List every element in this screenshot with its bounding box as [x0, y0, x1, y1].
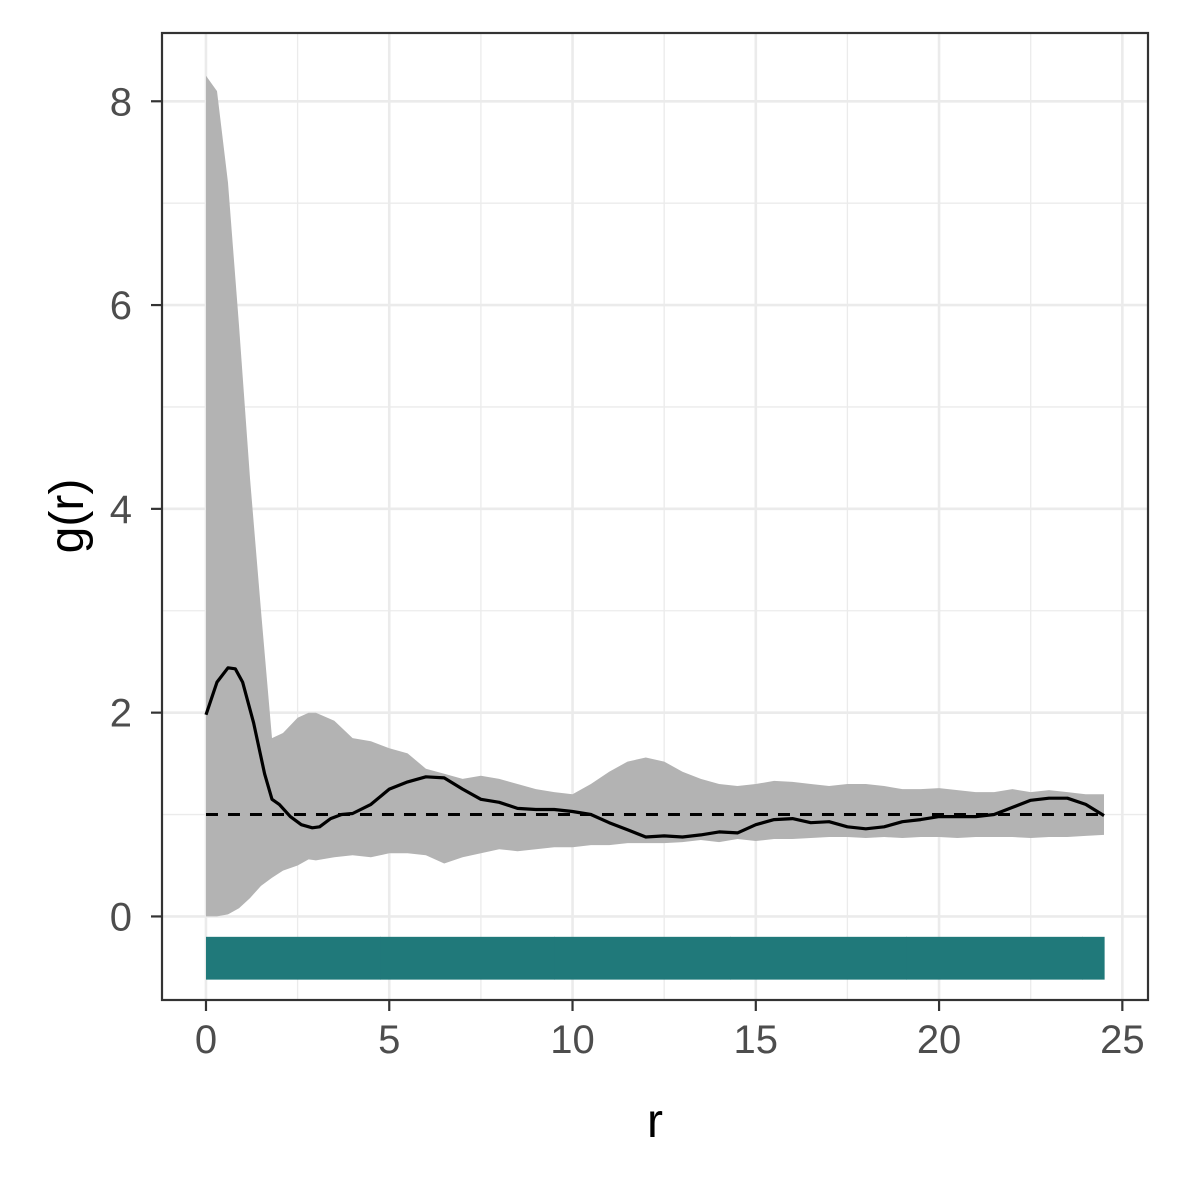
- x-tick-label: 20: [917, 1018, 962, 1062]
- band-segment: [730, 936, 907, 980]
- major-gridlines: [162, 33, 1148, 1000]
- y-axis-title: g(r): [41, 479, 94, 554]
- y-tick-label: 4: [110, 488, 132, 532]
- x-axis: 0 5 10 15 20 25: [195, 1000, 1145, 1062]
- y-tick-label: 2: [110, 692, 132, 736]
- y-tick-label: 6: [110, 284, 132, 328]
- y-tick-label: 8: [110, 80, 132, 124]
- x-tick-label: 25: [1100, 1018, 1145, 1062]
- x-axis-title: r: [647, 1095, 663, 1148]
- x-tick-label: 10: [550, 1018, 595, 1062]
- x-tick-label: 5: [378, 1018, 400, 1062]
- x-tick-label: 0: [195, 1018, 217, 1062]
- band-segment: [1082, 936, 1105, 980]
- band-segment: [554, 936, 731, 980]
- series-line: [204, 666, 1105, 839]
- envelope-ribbon: [206, 75, 1104, 917]
- plot-marks: [204, 75, 1105, 980]
- band-segment: [906, 936, 1083, 980]
- band-segment: [205, 936, 381, 980]
- x-tick-label: 15: [734, 1018, 779, 1062]
- y-tick-label: 0: [110, 895, 132, 939]
- y-axis: 0 2 4 6 8: [110, 80, 162, 939]
- plot-panel-border: [160, 31, 1150, 1002]
- band-segment: [380, 936, 555, 980]
